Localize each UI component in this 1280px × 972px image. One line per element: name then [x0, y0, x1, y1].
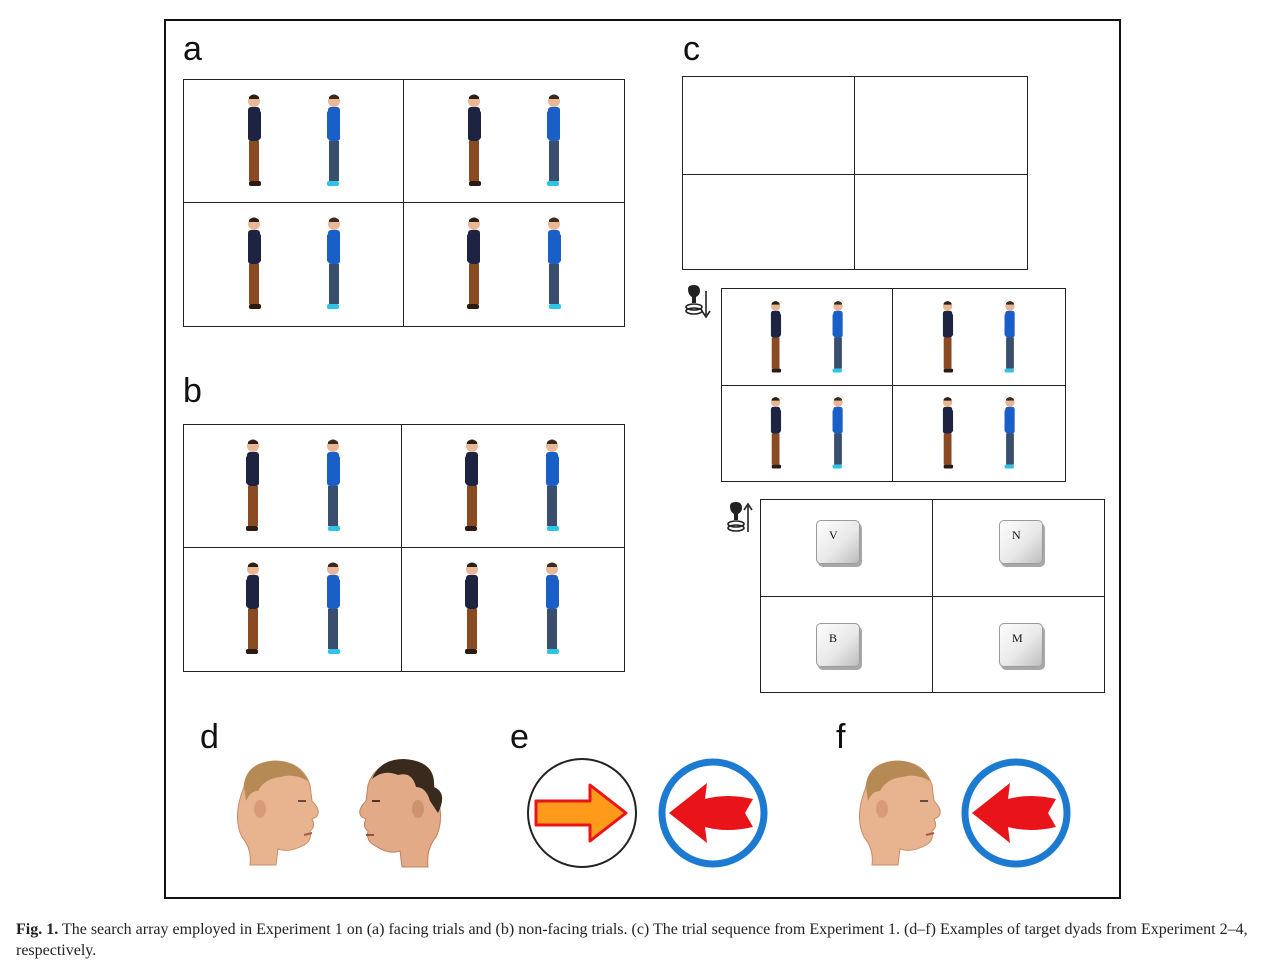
mouse-release-icon [727, 502, 753, 532]
dyad-cell [184, 203, 403, 325]
caption-label: Fig. 1. [16, 921, 59, 938]
dyad-figures [245, 562, 340, 654]
arrow-left-icon [658, 758, 768, 868]
mouse-press-icon [685, 285, 711, 319]
panel-label-e: e [510, 718, 529, 756]
key-v: V [816, 520, 860, 564]
face-profile-right [237, 760, 319, 866]
caption-text: The search array employed in Experiment … [16, 921, 1248, 959]
panel-c-search-array [721, 288, 1066, 482]
figure-frame [164, 19, 1121, 899]
face-profile-right [859, 760, 941, 866]
panel-label-b: b [183, 372, 202, 410]
panel-a-grid [183, 79, 625, 327]
panel-b-grid [183, 424, 625, 672]
face-profile-left [359, 759, 443, 868]
key-n: N [999, 520, 1043, 564]
arrow-left-icon [961, 758, 1071, 868]
dyad-figures [771, 300, 843, 373]
dyad-cell [722, 386, 892, 480]
panel-label-a: a [183, 30, 202, 68]
key-label: V [829, 528, 838, 542]
key-label: N [1012, 528, 1021, 542]
dyad-cell [184, 548, 401, 670]
dyad-figures [943, 300, 1015, 373]
dyad-figures [245, 439, 340, 531]
key-b: B [816, 623, 860, 667]
dyad-cell [184, 425, 401, 547]
dyad-cell [893, 386, 1065, 480]
dyad-cell [184, 80, 403, 202]
panel-c-response-screen: V N B M [760, 499, 1105, 693]
figure-caption: Fig. 1. The search array employed in Exp… [16, 919, 1274, 961]
dyad-cell [893, 289, 1065, 385]
key-m: M [999, 623, 1043, 667]
dyad-figures [464, 439, 559, 531]
dyad-figures [466, 217, 561, 309]
key-label: M [1012, 631, 1023, 645]
dyad-figures [943, 396, 1015, 469]
dyad-figures [247, 94, 340, 186]
panel-label-f: f [836, 718, 846, 756]
dyad-figures [464, 562, 559, 654]
panel-label-d: d [200, 718, 219, 756]
key-label: B [829, 631, 838, 645]
dyad-cell [402, 425, 621, 547]
panel-label-c: c [683, 30, 700, 68]
dyad-figures [247, 217, 340, 309]
dyad-cell [722, 289, 892, 385]
dyad-cell [404, 80, 623, 202]
dyad-cell [404, 203, 623, 325]
dyad-figures [771, 396, 843, 469]
dyad-cell [402, 548, 621, 670]
panel-c-blank-screen [682, 76, 1028, 270]
arrow-right-icon [527, 758, 637, 868]
dyad-figures [467, 94, 560, 186]
